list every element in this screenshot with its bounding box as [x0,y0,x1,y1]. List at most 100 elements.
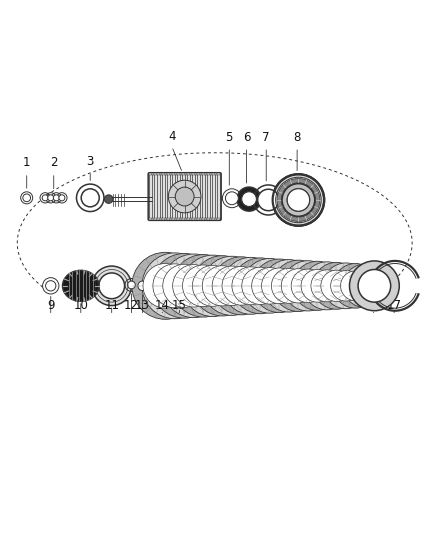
Circle shape [23,194,31,201]
Bar [152,173,155,175]
Text: 5: 5 [226,131,233,144]
Circle shape [242,267,279,304]
Text: 16: 16 [366,299,381,312]
Circle shape [261,268,297,304]
Bar [175,173,177,175]
Bar [212,173,215,175]
Bar [175,218,177,220]
Text: 17: 17 [387,299,402,312]
Bar [202,173,205,175]
Circle shape [202,266,243,306]
Circle shape [212,257,270,315]
Circle shape [152,254,217,318]
Bar [202,218,205,220]
Bar [165,173,167,175]
Circle shape [192,256,252,316]
Bar [170,173,172,175]
Circle shape [350,271,379,300]
Bar [170,218,172,220]
Circle shape [163,264,206,308]
Bar [197,173,200,175]
Bar [172,173,175,175]
FancyBboxPatch shape [148,173,221,220]
Bar [215,173,217,175]
Bar [162,173,165,175]
Circle shape [99,273,124,298]
Bar [200,173,202,175]
Bar [177,218,180,220]
Bar [152,218,155,220]
Bar [210,218,212,220]
Circle shape [242,192,256,206]
Bar [187,218,190,220]
Circle shape [153,264,197,308]
Text: 10: 10 [73,299,88,312]
Circle shape [223,257,279,314]
Bar [182,218,185,220]
Circle shape [173,264,215,307]
Text: 15: 15 [172,299,187,312]
Bar [217,173,220,175]
Circle shape [272,174,324,225]
Text: 9: 9 [47,299,54,312]
Bar [192,218,195,220]
Text: 12: 12 [124,299,139,312]
Bar [192,173,195,175]
Circle shape [138,281,147,290]
Circle shape [258,189,279,211]
Bar [167,218,170,220]
Circle shape [183,265,224,306]
Circle shape [132,252,199,319]
Bar [155,218,157,220]
Circle shape [283,261,333,311]
Bar [207,218,210,220]
Circle shape [281,269,315,303]
Text: 2: 2 [50,157,57,169]
Circle shape [287,189,310,211]
Bar [185,218,187,220]
Circle shape [237,187,261,211]
Bar [197,218,200,220]
Circle shape [143,263,187,308]
Bar [217,218,220,220]
Circle shape [243,259,297,313]
Circle shape [104,195,113,204]
Bar [195,218,197,220]
Circle shape [168,180,201,213]
Bar [159,173,162,175]
Bar [205,218,207,220]
Circle shape [182,255,244,317]
Circle shape [291,269,325,303]
Circle shape [272,268,307,303]
Bar [159,218,162,220]
Circle shape [301,270,334,302]
Text: 6: 6 [243,131,250,144]
Bar [149,173,152,175]
Circle shape [48,195,54,201]
Circle shape [303,262,351,310]
Circle shape [172,255,235,317]
Bar [185,173,187,175]
Circle shape [323,263,369,309]
Text: 8: 8 [293,131,301,144]
Text: 14: 14 [155,299,170,312]
Circle shape [273,260,324,311]
Circle shape [287,189,310,211]
Circle shape [252,268,288,304]
Bar [212,218,215,220]
Text: 13: 13 [135,299,150,312]
Circle shape [279,181,318,219]
Circle shape [226,192,238,205]
Circle shape [281,183,315,217]
Bar [157,218,159,220]
Ellipse shape [63,270,99,301]
Bar [155,173,157,175]
Circle shape [311,270,343,302]
Circle shape [46,281,56,291]
Bar [162,218,165,220]
Circle shape [53,195,59,201]
Bar [190,218,192,220]
Circle shape [321,270,352,302]
Bar [182,173,185,175]
Bar [187,173,190,175]
